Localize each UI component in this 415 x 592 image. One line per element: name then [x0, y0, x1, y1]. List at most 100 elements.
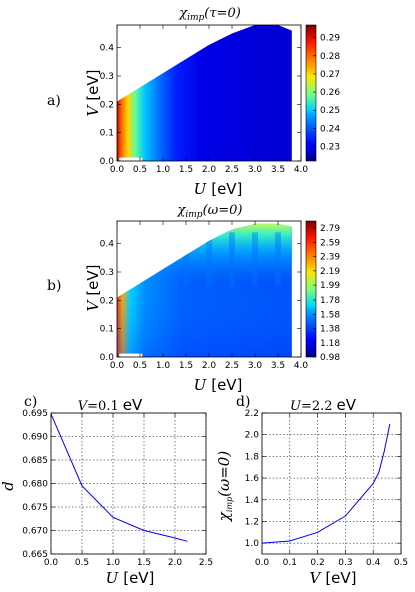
panel-a-xtick-label: 0.0 — [110, 165, 125, 175]
panel-d-xtick-label: 0.4 — [366, 558, 381, 568]
panel-a-ytick-label: 0.1 — [100, 129, 114, 139]
panel-b-missing-data — [119, 353, 143, 357]
panel-b-xtick-label: 3.5 — [271, 361, 285, 371]
panel-d-xtick-label: 0.3 — [338, 558, 352, 568]
colorbar-tick-label: 0.24 — [320, 124, 340, 134]
panel-b-stripe — [206, 232, 212, 287]
panel-a-xtick-label: 3.5 — [271, 165, 285, 175]
panel-c-ytick-label: 0.670 — [22, 527, 48, 537]
panel-c-ytick-label: 0.665 — [22, 550, 48, 560]
panel-c: c) V=0.1 eV 0.0 0.5 1.0 1.5 2.0 2.50.6650.6700… — [0, 394, 213, 587]
panel-c-title: V=0.1 eV — [78, 396, 143, 414]
panel-b-ytick-label: 0.1 — [100, 325, 114, 335]
panel-a-heatmap — [117, 25, 292, 161]
panel-a-colorbar — [305, 24, 317, 162]
panel-b-ytick-label: 0.0 — [100, 353, 115, 363]
panel-a-xlabel: U [eV] — [194, 180, 243, 198]
panel-c-xtick-label: 0.0 — [44, 558, 59, 568]
panel-a-ylabel: V[eV] — [84, 69, 102, 116]
panel-b-title: χimp(ω=0) — [177, 203, 243, 220]
colorbar-tick-label: 2.39 — [320, 253, 340, 263]
panel-d-ytick-label: 1.0 — [245, 539, 260, 549]
colorbar-tick-label: 0.25 — [320, 106, 340, 116]
panel-b-heatmap — [117, 223, 292, 357]
colorbar-tick-label: 1.18 — [320, 339, 340, 349]
panel-b-stripe — [183, 232, 189, 287]
panel-c-ytick-label: 0.690 — [22, 433, 48, 443]
panel-a-ticks: 0.0 0.5 1.0 1.5 2.0 2.5 3.0 3.5 4.0 0.0 0.1 0.2 0.3 0… — [100, 25, 308, 175]
panel-b-ticks: 0.0 0.5 1.0 1.5 2.0 2.5 3.0 3.5 4.0 0.0 0.1 0.2 0.3 0… — [100, 221, 309, 371]
panel-d-xtick-label: 0.2 — [310, 558, 324, 568]
panel-b-xtick-label: 4.0 — [294, 361, 309, 371]
panel-c-xtick-label: 1.5 — [137, 558, 151, 568]
panel-b-ylabel: V[eV] — [84, 264, 102, 311]
panel-d-ticks: 0.0 0.1 0.2 0.3 0.4 0.5 1.0 1.2 1.4 1.6 1.8 2.0 2.2 — [245, 409, 408, 568]
panel-c-xlabel: U [eV] — [106, 569, 155, 587]
panel-d-ytick-label: 1.8 — [245, 452, 260, 462]
colorbar-tick-label: 0.27 — [320, 70, 340, 80]
panel-d-ytick-label: 1.4 — [245, 496, 260, 506]
colorbar-tick-label: 1.78 — [320, 296, 340, 306]
panel-b-stripe — [229, 232, 235, 287]
panel-b-ytick-label: 0.4 — [100, 240, 115, 250]
colorbar-tick-label: 0.23 — [320, 142, 340, 152]
panel-c-xtick-label: 1.0 — [106, 558, 121, 568]
panel-a-xtick-label: 1.0 — [156, 165, 171, 175]
panel-a-xtick-label: 0.5 — [133, 165, 147, 175]
panel-b-colorbar-ticks: 2.79 2.59 2.39 2.19 1.99 1.78 1.58 1.38 1.18 0.98 — [313, 224, 340, 363]
panel-c-grid — [50, 412, 207, 555]
panel-a-xtick-label: 1.5 — [179, 165, 193, 175]
panel-a-title: χimp(τ=0) — [178, 6, 241, 23]
panel-d-xtick-label: 0.1 — [283, 558, 297, 568]
panel-d-ytick-label: 1.6 — [245, 474, 260, 484]
panel-a-heatmap-layer — [117, 25, 292, 161]
panel-a-label: a) — [47, 93, 61, 109]
panel-d-frame — [261, 412, 402, 555]
colorbar-tick-label: 0.26 — [320, 88, 340, 98]
panel-b-xtick-label: 3.0 — [248, 361, 263, 371]
panel-c-label: c) — [24, 394, 37, 410]
colorbar-tick-label: 0.28 — [320, 52, 340, 62]
panel-a-xtick-label: 3.0 — [248, 165, 263, 175]
colorbar-tick-label: 2.19 — [320, 267, 340, 277]
panel-c-ticks: 0.0 0.5 1.0 1.5 2.0 2.5 0.665 0.670 0.675 0.680 0.… — [22, 409, 213, 568]
panel-d-ylabel: χimp(ω=0) — [215, 451, 234, 523]
panel-a-missing-data — [119, 157, 143, 161]
panel-b-xlabel: U [eV] — [194, 376, 243, 394]
panel-a-ytick-label: 0.0 — [100, 157, 115, 167]
panel-b: b) χimp(ω=0) 0.0 0.5 1.0 1.5 2.0 2.5 3.0 3.5 4.0… — [47, 203, 340, 394]
panel-c-xtick-label: 2.5 — [199, 558, 213, 568]
panel-b-xtick-label: 1.0 — [156, 361, 171, 371]
panel-b-xtick-label: 2.0 — [202, 361, 217, 371]
panel-b-xtick-label: 0.5 — [133, 361, 147, 371]
panel-d-grid — [261, 412, 402, 554]
panel-d-ytick-label: 1.2 — [245, 517, 259, 527]
panel-b-colorbar — [305, 220, 317, 358]
colorbar-tick-label: 1.58 — [320, 310, 340, 320]
panel-a-ytick-label: 0.3 — [100, 72, 114, 82]
colorbar-tick-label: 2.59 — [320, 238, 340, 248]
panel-c-ytick-label: 0.675 — [22, 503, 48, 513]
panel-c-ytick-label: 0.680 — [22, 480, 48, 490]
panel-b-stripe — [252, 232, 258, 287]
panel-c-series-line — [50, 413, 188, 542]
panel-d-series-line — [261, 423, 391, 544]
panel-a: a) χimp(τ=0) 0.0 0.5 1.0 1.5 2.0 2.5 3.0 3.5 4.0… — [47, 6, 340, 198]
panel-a-xtick-label: 2.5 — [225, 165, 239, 175]
panel-c-ytick-label: 0.685 — [22, 456, 48, 466]
panel-b-ytick-label: 0.2 — [100, 296, 114, 306]
panel-b-xtick-label: 0.0 — [110, 361, 125, 371]
panel-d-xlabel: V [eV] — [309, 569, 356, 587]
panel-c-xtick-label: 2.0 — [168, 558, 183, 568]
panel-c-xtick-label: 0.5 — [75, 558, 89, 568]
colorbar-tick-label: 2.79 — [320, 224, 340, 234]
panel-d-xtick-label: 0.5 — [394, 558, 408, 568]
panel-b-xtick-label: 2.5 — [225, 361, 239, 371]
colorbar-tick-label: 1.38 — [320, 325, 340, 335]
panel-b-stripe — [275, 232, 281, 287]
colorbar-tick-label: 1.99 — [320, 281, 340, 291]
panel-a-ytick-label: 0.4 — [100, 44, 115, 54]
panel-d-title: U=2.2 eV — [290, 396, 357, 414]
panel-c-ytick-label: 0.695 — [22, 409, 48, 419]
